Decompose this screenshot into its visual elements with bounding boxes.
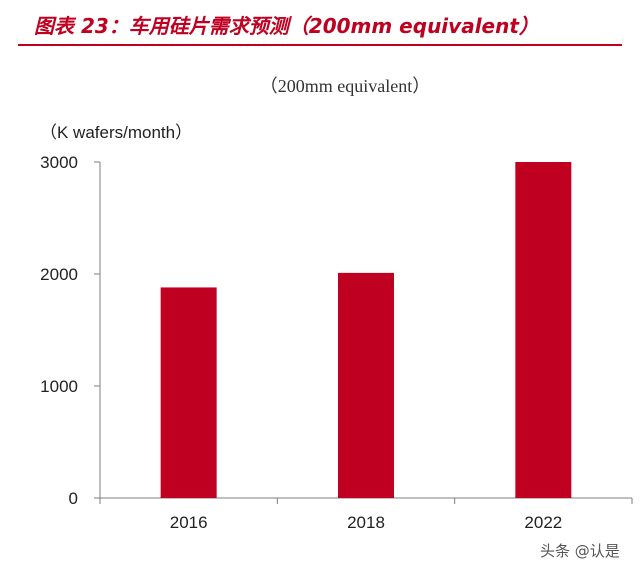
bar-2016 [160, 287, 217, 498]
x-tick-label: 2022 [524, 513, 562, 532]
figure-title: 图表 23：车用硅片需求预测（200mm equivalent） [34, 14, 539, 38]
report-header: 图表 23：车用硅片需求预测（200mm equivalent） [0, 0, 640, 48]
y-tick-label: 2000 [40, 265, 78, 284]
y-tick-label: 3000 [40, 153, 78, 172]
y-axis-label: （K wafers/month） [40, 123, 193, 142]
y-tick-label: 0 [69, 489, 78, 508]
header-divider [18, 44, 622, 46]
watermark-text: 头条 @认是 [540, 542, 620, 560]
bar-2022 [515, 162, 572, 498]
y-tick-label: 1000 [40, 377, 78, 396]
chart-title: （200mm equivalent） [259, 76, 431, 96]
x-tick-label: 2016 [170, 513, 208, 532]
x-tick-label: 2018 [347, 513, 385, 532]
bar-2018 [338, 272, 394, 498]
